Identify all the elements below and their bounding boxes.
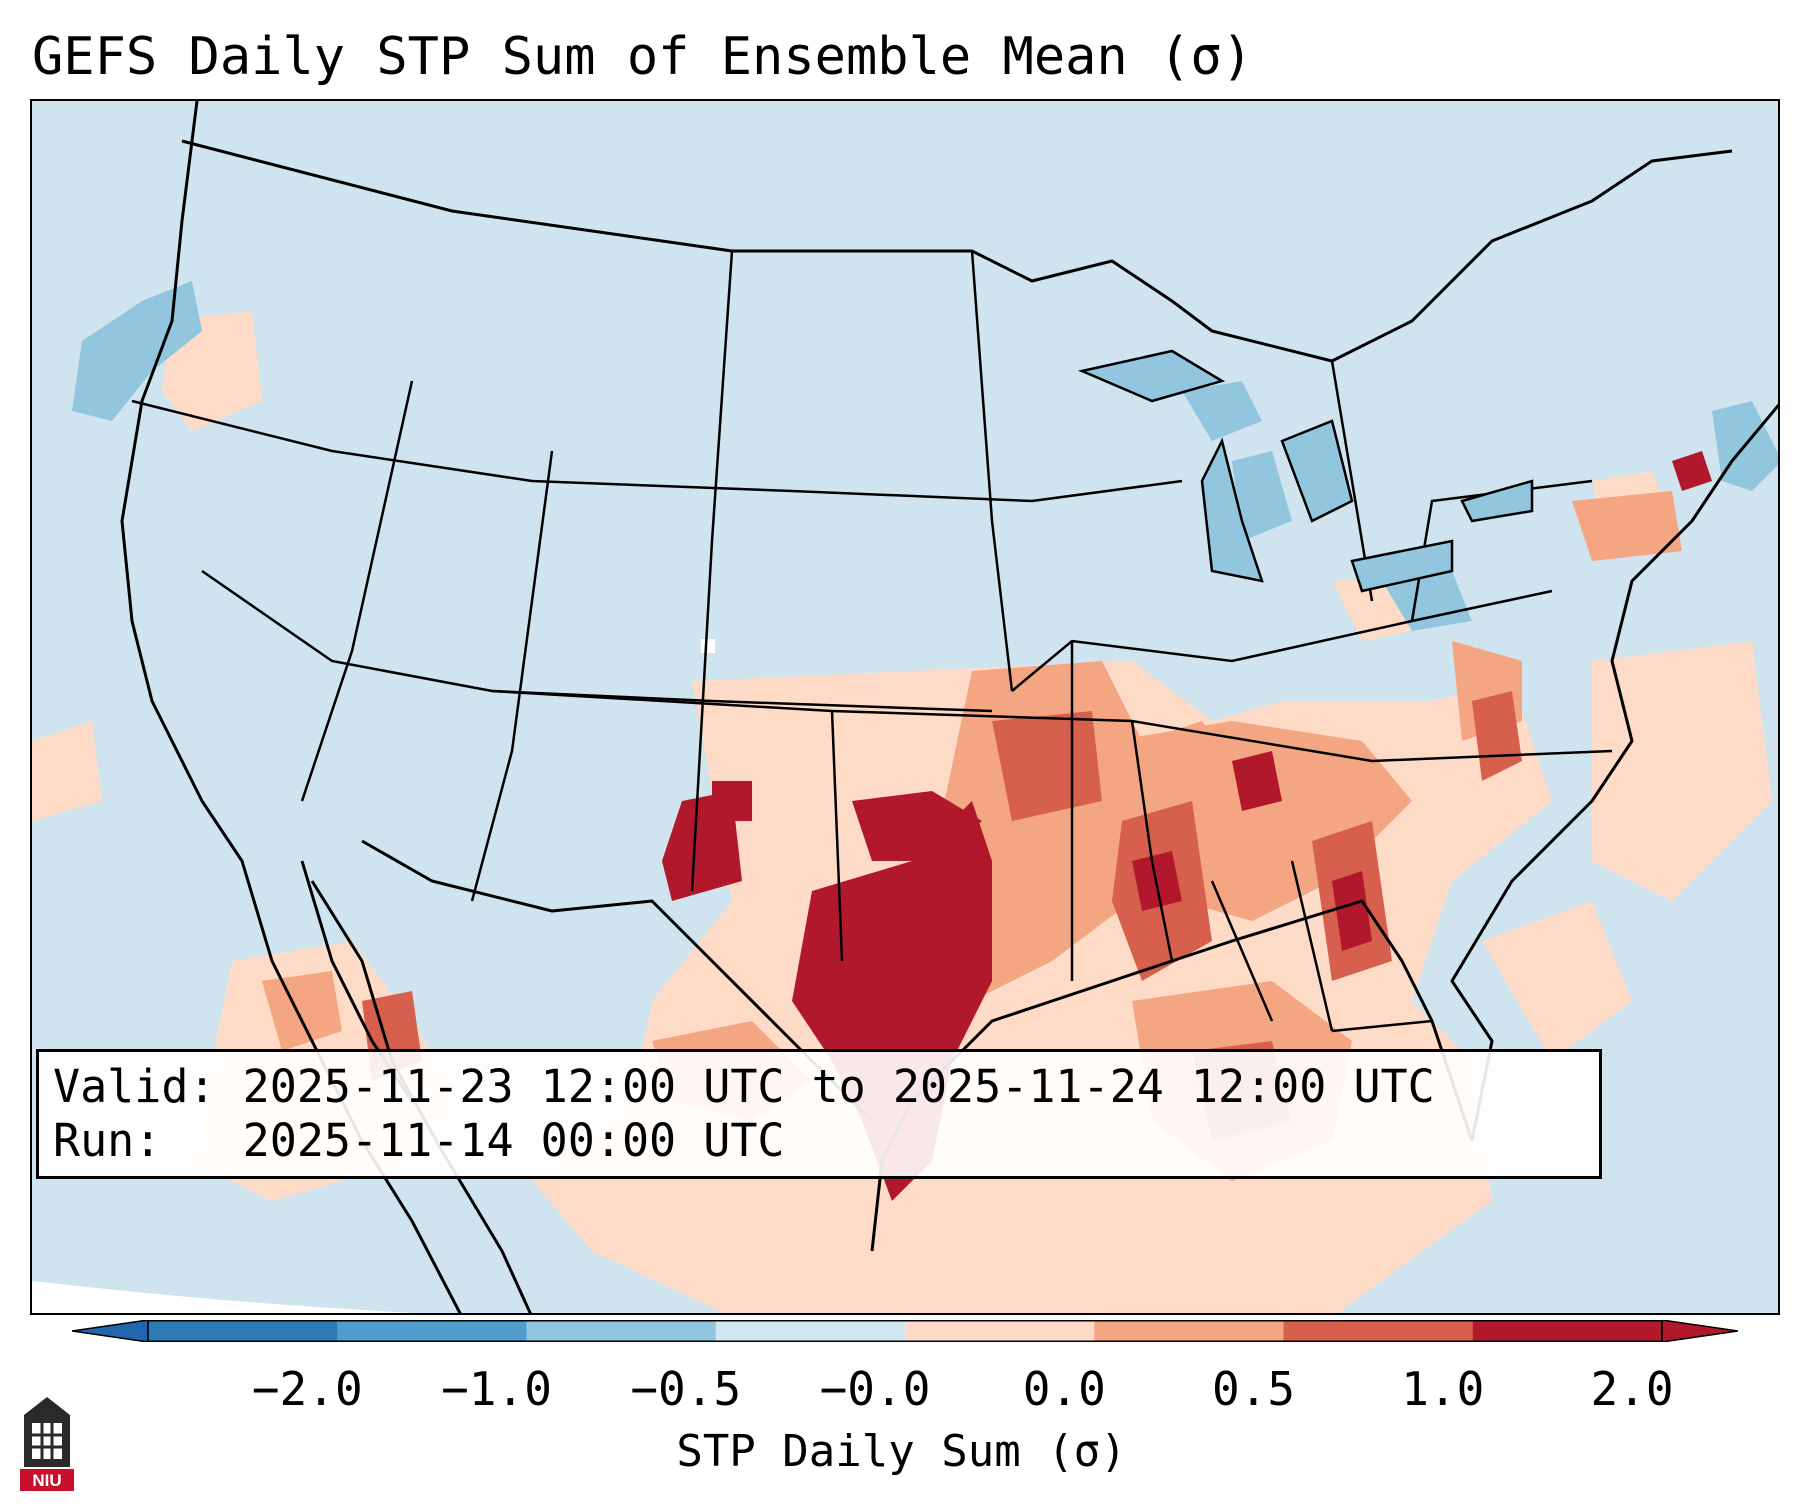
colorbar-tick-label: −2.0 <box>251 1362 363 1416</box>
colorbar-extend-high <box>1661 1320 1738 1342</box>
run-label: Run: <box>53 1114 162 1167</box>
colorbar-tick-label: 0.5 <box>1211 1362 1296 1416</box>
colorbar-segment <box>715 1320 906 1342</box>
map-title: GEFS Daily STP Sum of Ensemble Mean (σ) <box>32 27 1253 87</box>
colorbar-segment <box>1472 1320 1663 1342</box>
stp-field-blue <box>72 281 1778 631</box>
colorbar-segment <box>905 1320 1095 1342</box>
east-coast <box>1450 403 1778 1142</box>
valid-label: Valid: <box>53 1060 216 1113</box>
great-lakes <box>1077 349 1534 593</box>
colorbar-tick-label: −1.0 <box>441 1362 552 1416</box>
colorbar-segments <box>148 1320 1663 1342</box>
colorbar-segment <box>337 1320 527 1342</box>
us-canada-border <box>181 139 1733 363</box>
colorbar-segment <box>148 1320 338 1342</box>
valid-time-box: Valid: 2025-11-23 12:00 UTC to 2025-11-2… <box>36 1049 1602 1179</box>
colorbar-tick-label: 1.0 <box>1401 1362 1485 1416</box>
valid-value: 2025-11-23 12:00 UTC to 2025-11-24 12:00… <box>242 1060 1435 1113</box>
colorbar-segment <box>1094 1320 1284 1342</box>
logo-text: NIU <box>32 1471 61 1490</box>
colorbar-tick-label: −0.0 <box>819 1362 931 1416</box>
colorbar-extend-low <box>72 1320 149 1342</box>
colorbar-segment <box>526 1320 717 1342</box>
colorbar-tick-label: 2.0 <box>1590 1362 1674 1416</box>
niu-logo: NIU <box>20 1397 74 1491</box>
missing-data-pixel <box>701 639 715 653</box>
colorbar-tick-label: 0.0 <box>1022 1362 1106 1416</box>
run-value: 2025-11-14 00:00 UTC <box>242 1114 785 1167</box>
state-lines <box>131 250 1613 1033</box>
colorbar-segment <box>1283 1320 1474 1342</box>
colorbar-tick-label: −0.5 <box>630 1362 742 1416</box>
outside-domain-area <box>32 1281 418 1313</box>
colorbar-label: STP Daily Sum (σ) <box>676 1426 1127 1477</box>
colorbar <box>72 1320 1738 1342</box>
